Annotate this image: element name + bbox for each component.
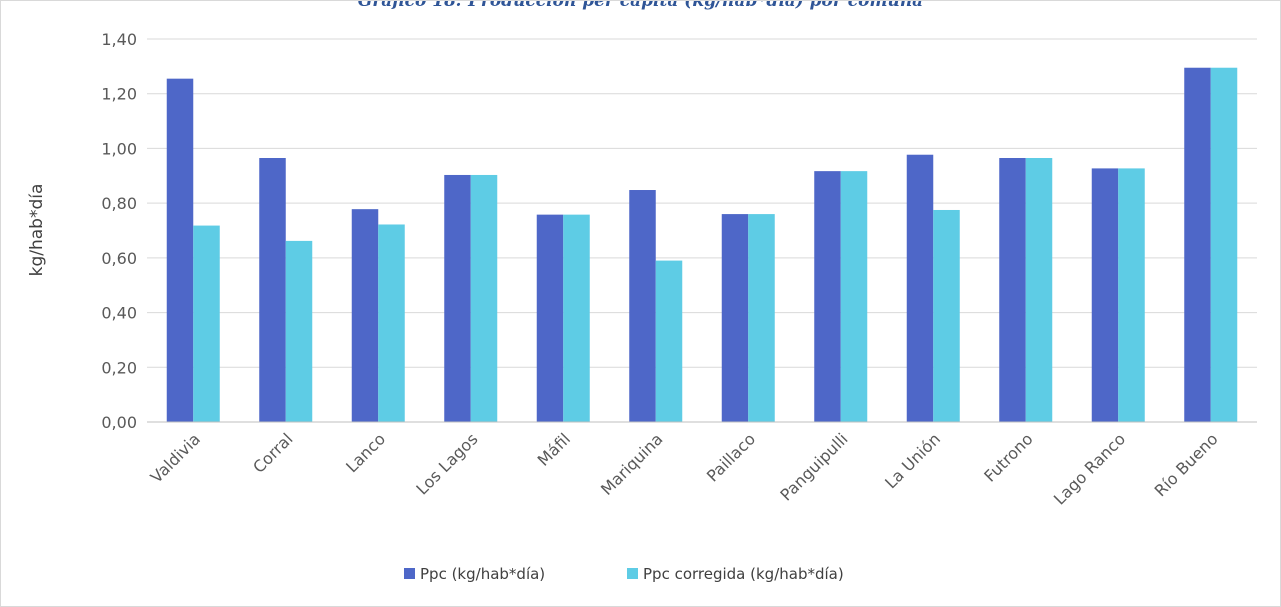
y-axis-ticks: 0,00 0,20 0,40 0,60 0,80 1,00 1,20 1,40 xyxy=(101,30,137,432)
bar-ppc-corregida xyxy=(933,209,960,422)
bar-ppc-corregida xyxy=(378,224,405,422)
bar-ppc xyxy=(721,214,749,422)
bar-ppc-corregida xyxy=(470,174,498,422)
legend-label: Ppc (kg/hab*día) xyxy=(420,565,545,583)
x-tick-label: Corral xyxy=(249,429,296,476)
bar-ppc xyxy=(351,209,379,422)
y-tick-label: 1,00 xyxy=(101,139,137,158)
y-axis-title: kg/hab*día xyxy=(27,184,47,277)
bar-ppc-corregida xyxy=(1210,67,1238,422)
x-tick-label: Futrono xyxy=(980,429,1036,485)
y-tick-label: 1,40 xyxy=(101,30,137,49)
x-tick-label: Lanco xyxy=(342,429,389,476)
x-tick-label: Paillaco xyxy=(703,429,759,485)
y-tick-label: 0,80 xyxy=(101,194,137,213)
y-tick-label: 0,20 xyxy=(101,358,137,377)
legend-label: Ppc corregida (kg/hab*día) xyxy=(643,565,844,583)
bar-ppc-corregida xyxy=(563,214,590,422)
bar-ppc xyxy=(1184,67,1211,422)
x-tick-label: Máfil xyxy=(534,429,574,469)
bar-ppc-corregida xyxy=(1025,158,1053,422)
y-tick-label: 0,60 xyxy=(101,249,137,268)
x-axis-ticks: Valdivia Corral Lanco Los Lagos Máfil Mariqui… xyxy=(147,429,1222,508)
bars xyxy=(166,67,1238,423)
y-tick-label: 1,20 xyxy=(101,85,137,104)
gridlines xyxy=(147,38,1257,423)
x-tick-label: Panguipulli xyxy=(776,429,851,504)
bar-ppc xyxy=(999,158,1026,422)
x-tick-label: Los Lagos xyxy=(412,429,481,498)
bar-ppc-corregida xyxy=(840,171,868,422)
legend-swatch xyxy=(627,568,638,579)
x-tick-label: Lago Ranco xyxy=(1050,429,1129,508)
bar-ppc xyxy=(1091,168,1119,422)
bar-ppc-corregida xyxy=(748,214,775,422)
chart-title: Gráfico 18: Producción per cápita (kg/ha… xyxy=(357,0,924,11)
x-tick-label: Valdivia xyxy=(147,429,204,486)
x-tick-label: Río Bueno xyxy=(1151,429,1222,500)
bar-ppc xyxy=(259,158,286,422)
bar-ppc xyxy=(629,190,656,422)
y-tick-label: 0,00 xyxy=(101,413,137,432)
legend: Ppc (kg/hab*día) Ppc corregida (kg/hab*dí… xyxy=(404,565,844,583)
bar-ppc-corregida xyxy=(1118,168,1145,422)
y-tick-label: 0,40 xyxy=(101,304,137,323)
bar-ppc xyxy=(536,214,564,422)
x-tick-label: La Unión xyxy=(881,429,944,492)
bar-ppc-corregida xyxy=(285,240,313,422)
bar-ppc xyxy=(814,171,841,422)
bar-ppc-corregida xyxy=(193,225,220,422)
bar-ppc-corregida xyxy=(655,260,683,422)
bar-ppc xyxy=(166,78,194,423)
legend-swatch xyxy=(404,568,415,579)
bar-ppc xyxy=(444,174,471,422)
bar-ppc xyxy=(906,154,934,423)
x-tick-label: Mariquina xyxy=(597,429,667,499)
